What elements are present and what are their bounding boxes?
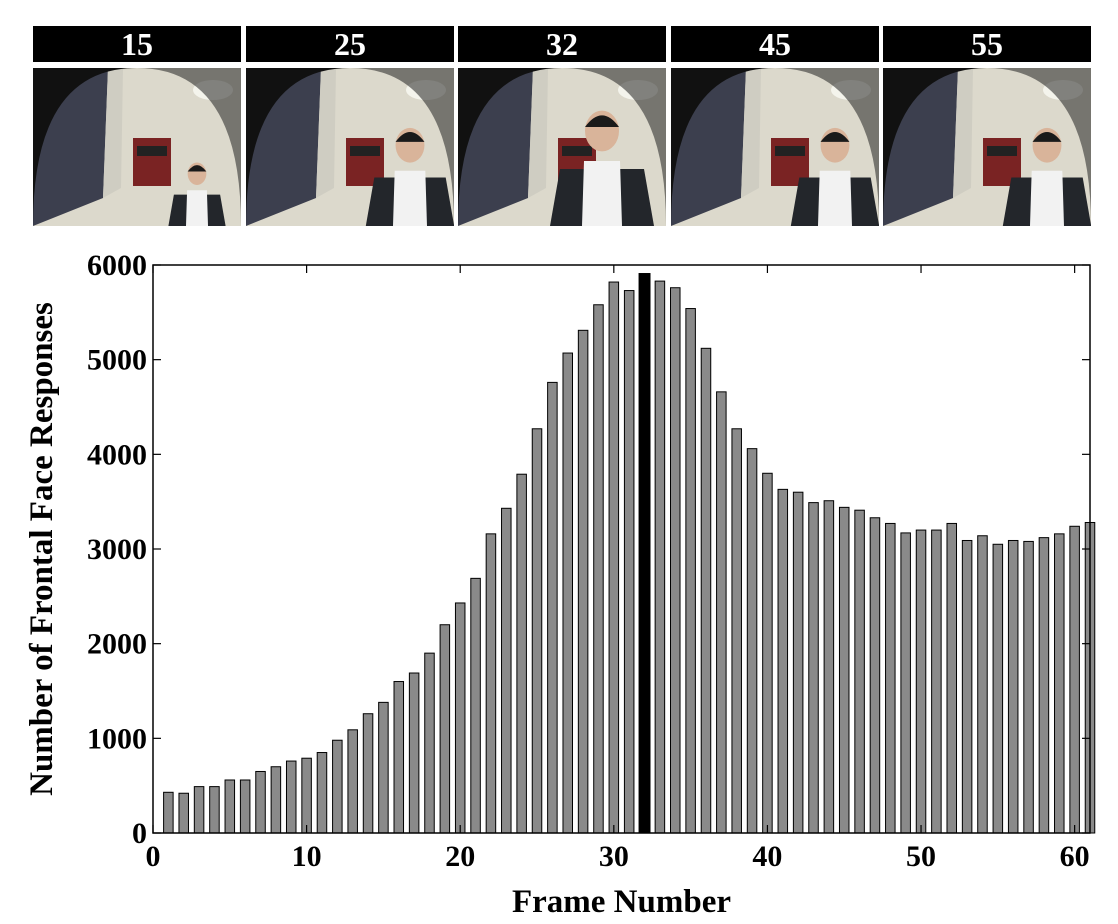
bar-frame-12 (332, 739, 343, 834)
bar-frame-2 (178, 792, 189, 834)
bar-frame-18 (424, 652, 435, 834)
bar-frame-51 (931, 529, 942, 834)
bar-frame-44 (823, 500, 835, 834)
bar-frame-10 (301, 757, 312, 834)
frame-label-32: 32 (458, 26, 666, 62)
y-tick-label: 3000 (87, 533, 147, 566)
bar-frame-22 (485, 533, 497, 834)
bar-frame-15 (378, 701, 389, 834)
y-tick-label: 0 (132, 817, 147, 850)
x-tick-label: 30 (599, 840, 629, 873)
y-tick-label: 5000 (87, 344, 147, 377)
frame-strip: 15 25 32 45 55 (33, 26, 1091, 226)
bar-frame-7 (255, 770, 266, 834)
bar-frame-36 (700, 347, 712, 834)
bar-frame-49 (900, 532, 911, 834)
bar-frame-4 (209, 786, 220, 834)
y-axis-label: Number of Frontal Face Responses (24, 302, 60, 796)
bar-frame-27 (562, 352, 573, 834)
bar-frame-57 (1023, 540, 1034, 834)
bar-frame-47 (869, 517, 881, 834)
bar-frame-41 (777, 488, 789, 834)
x-tick-label: 50 (906, 840, 936, 873)
frame-label-25: 25 (246, 26, 454, 62)
bar-frame-40 (762, 472, 773, 834)
bar-frame-24 (516, 473, 527, 834)
bar-frame-46 (854, 509, 865, 834)
bar-frame-34 (670, 287, 681, 834)
bar-frame-23 (501, 507, 512, 834)
y-tick-label: 1000 (87, 722, 147, 755)
bar-frame-58 (1038, 537, 1050, 834)
bar-frame-9 (285, 760, 297, 834)
frame-label-15: 15 (33, 26, 241, 62)
bar-frame-25 (531, 428, 543, 834)
frame-thumbnail-32 (458, 68, 666, 226)
bar-frame-31 (623, 290, 635, 834)
bar-frame-20 (454, 602, 466, 834)
bars-group (163, 273, 1096, 834)
y-tick-label: 6000 (87, 249, 147, 282)
bar-frame-19 (439, 624, 451, 834)
x-axis-label: Frame Number (512, 884, 731, 920)
bar-frame-53 (961, 539, 973, 834)
bar-frame-13 (347, 729, 358, 834)
frame-thumbnail-55 (883, 68, 1091, 226)
bar-frame-54 (977, 535, 988, 834)
x-tick-label: 20 (445, 840, 475, 873)
bar-frame-8 (270, 766, 282, 834)
bar-frame-43 (808, 502, 819, 834)
bar-frame-35 (685, 308, 696, 834)
bar-frame-6 (239, 779, 251, 834)
bar-frame-21 (470, 577, 481, 834)
bar-frame-17 (408, 672, 420, 834)
x-tick-label: 60 (1060, 840, 1090, 873)
bar-frame-38 (731, 428, 742, 834)
bar-frame-33 (654, 280, 666, 834)
bar-frame-30 (608, 281, 620, 834)
bar-frame-37 (716, 391, 727, 834)
bar-frame-26 (547, 381, 558, 834)
bar-frame-39 (746, 448, 758, 834)
frame-thumbnail-45 (671, 68, 879, 226)
bar-frame-52 (946, 522, 958, 834)
bar-frame-48 (885, 522, 896, 834)
y-tick-label: 4000 (87, 438, 147, 471)
frame-label-45: 45 (671, 26, 879, 62)
y-tick-label: 2000 (87, 628, 147, 661)
bar-frame-56 (1007, 539, 1019, 834)
bar-frame-60 (1069, 525, 1080, 834)
bar-frame-5 (224, 779, 236, 834)
bar-frame-50 (915, 529, 927, 834)
bar-frame-42 (792, 491, 804, 834)
x-tick-label: 40 (752, 840, 782, 873)
bar-frame-1 (163, 791, 174, 834)
bar-highlight-frame-32 (638, 273, 651, 834)
bar-frame-14 (362, 713, 374, 834)
frame-thumbnail-15 (33, 68, 241, 226)
bar-frame-45 (838, 506, 850, 834)
bar-frame-59 (1054, 533, 1065, 834)
bar-frame-28 (577, 329, 589, 834)
frame-label-55: 55 (883, 26, 1091, 62)
bar-frame-3 (193, 786, 205, 834)
bar-frame-55 (992, 543, 1004, 834)
x-tick-label: 10 (292, 840, 322, 873)
bar-frame-11 (316, 752, 328, 834)
bar-frame-29 (593, 304, 604, 834)
bar-frame-16 (393, 681, 405, 834)
frame-thumbnail-25 (246, 68, 454, 226)
x-tick-label: 0 (146, 840, 161, 873)
